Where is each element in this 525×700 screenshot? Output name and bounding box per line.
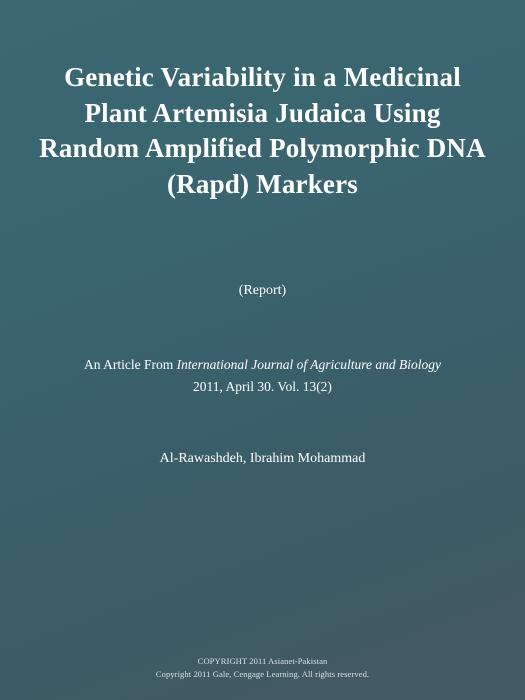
author-name: Al-Rawashdeh, Ibrahim Mohammad	[160, 451, 366, 467]
journal-name: International Journal of Agriculture and…	[177, 357, 441, 372]
copyright-line-1: COPYRIGHT 2011 Asianet-Pakistan	[156, 655, 369, 667]
copyright-line-2: Copyright 2011 Gale, Cengage Learning. A…	[156, 668, 369, 680]
cover-page: Genetic Variability in a Medicinal Plant…	[0, 0, 525, 700]
document-title: Genetic Variability in a Medicinal Plant…	[36, 60, 489, 203]
date-volume: 2011, April 30. Vol. 13(2)	[193, 379, 332, 395]
copyright-block: COPYRIGHT 2011 Asianet-Pakistan Copyrigh…	[156, 655, 369, 680]
report-label: (Report)	[239, 283, 286, 299]
source-line: An Article From International Journal of…	[84, 355, 441, 375]
source-prefix: An Article From	[84, 357, 177, 372]
